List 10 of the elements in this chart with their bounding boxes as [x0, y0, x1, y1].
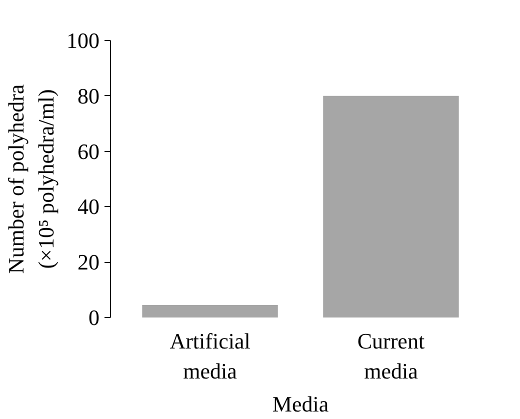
x-tick-label: Current media: [357, 328, 425, 384]
x-axis-title: Media: [272, 392, 329, 416]
y-tick-label: 100: [66, 28, 100, 53]
y-tick-label: 40: [78, 194, 100, 220]
x-tick-label: Artificial media: [170, 328, 250, 384]
y-tick-label: 80: [78, 83, 100, 108]
y-tick-label: 60: [78, 138, 100, 164]
y-axis-title: Number of polyhedra (×10⁵ polyhedra/ml): [4, 84, 58, 274]
y-tick-label: 0: [88, 305, 100, 330]
y-tick-label: 20: [78, 250, 100, 275]
